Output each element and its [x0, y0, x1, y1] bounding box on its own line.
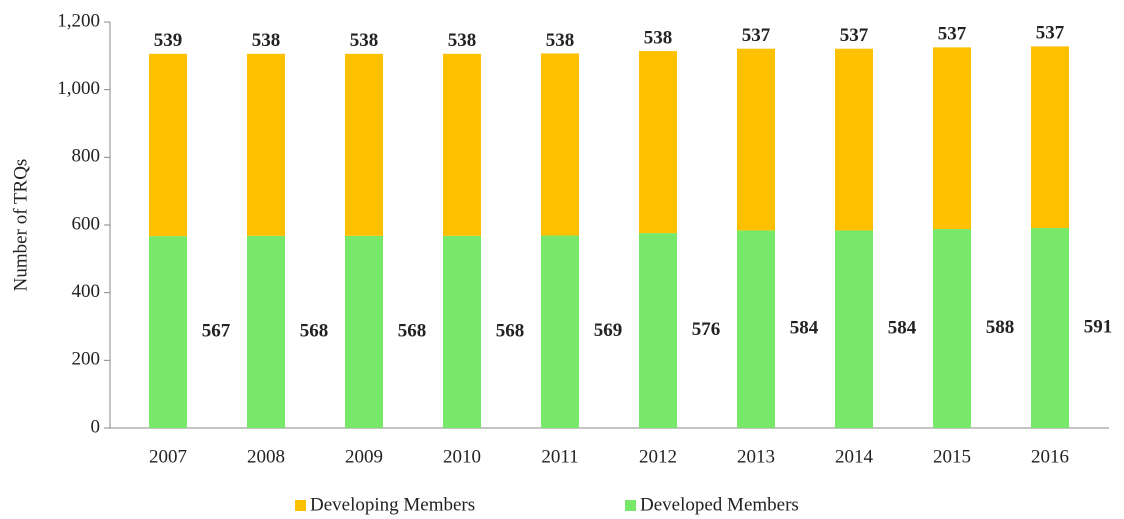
x-tick-label: 2015	[933, 446, 971, 467]
value-label: 538	[350, 30, 379, 51]
bar-segment	[737, 48, 775, 231]
value-label: 584	[790, 318, 819, 339]
bar-segment	[443, 53, 481, 236]
bar-segment	[835, 48, 873, 231]
y-tick-label: 600	[72, 213, 101, 234]
value-label: 591	[1084, 316, 1113, 337]
value-label: 568	[496, 320, 525, 341]
legend-label: Developed Members	[640, 494, 799, 515]
value-label: 537	[840, 25, 869, 46]
value-label: 537	[742, 25, 771, 46]
value-label: 588	[986, 317, 1015, 338]
value-label: 538	[448, 30, 477, 51]
value-label: 539	[154, 30, 183, 51]
bar-segment	[247, 235, 285, 428]
bar-segment	[933, 229, 971, 428]
bar-segment	[149, 53, 187, 237]
value-label: 538	[546, 30, 575, 51]
bar-segment	[835, 230, 873, 428]
bar-segment	[639, 51, 677, 234]
bar-segment	[639, 233, 677, 428]
legend-swatch	[625, 500, 636, 511]
bar-segment	[541, 53, 579, 236]
x-tick-label: 2016	[1031, 446, 1069, 467]
value-label: 576	[692, 319, 721, 340]
bar-segment	[345, 53, 383, 236]
x-tick-label: 2011	[541, 446, 578, 467]
x-tick-label: 2008	[247, 446, 285, 467]
bar-segment	[1031, 228, 1069, 428]
bar-segment	[149, 236, 187, 428]
value-label: 568	[300, 320, 329, 341]
y-tick-label: 1,000	[57, 78, 100, 99]
y-tick-label: 400	[72, 281, 101, 302]
y-tick-label: 0	[91, 416, 101, 437]
bar-segment	[443, 235, 481, 428]
x-tick-label: 2007	[149, 446, 187, 467]
x-tick-label: 2014	[835, 446, 874, 467]
bar-segment	[1031, 46, 1069, 229]
bar-segment	[541, 235, 579, 428]
value-label: 537	[1036, 23, 1065, 44]
x-tick-label: 2013	[737, 446, 775, 467]
y-tick-label: 1,200	[57, 10, 100, 31]
bar-segment	[345, 235, 383, 428]
value-label: 537	[938, 24, 967, 45]
bar-segment	[933, 47, 971, 230]
value-label: 538	[644, 27, 673, 48]
y-tick-label: 200	[72, 349, 101, 370]
value-label: 538	[252, 30, 281, 51]
x-tick-label: 2009	[345, 446, 383, 467]
legend-label: Developing Members	[310, 494, 475, 515]
value-label: 584	[888, 318, 917, 339]
x-tick-label: 2010	[443, 446, 481, 467]
value-label: 567	[202, 320, 231, 341]
legend-swatch	[295, 500, 306, 511]
y-tick-label: 800	[72, 146, 101, 167]
value-label: 568	[398, 320, 427, 341]
y-axis-label: Number of TRQs	[10, 159, 31, 292]
value-label: 569	[594, 320, 623, 341]
bar-segment	[247, 53, 285, 236]
bar-segment	[737, 230, 775, 428]
x-tick-label: 2012	[639, 446, 677, 467]
